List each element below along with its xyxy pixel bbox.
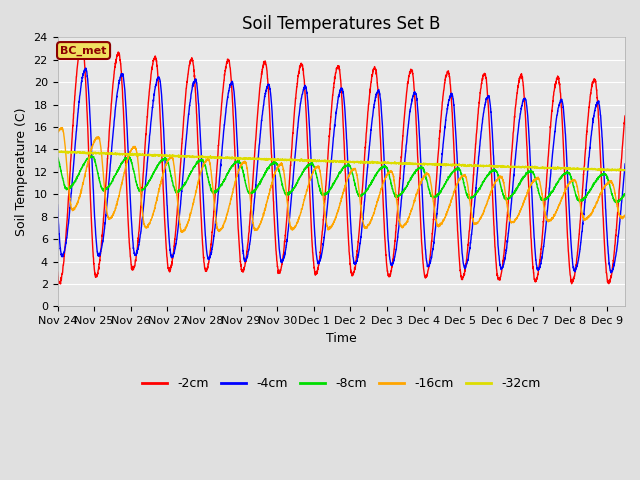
-32cm [486, 164, 494, 169]
-8cm [444, 174, 452, 180]
-2cm [504, 205, 511, 211]
-4cm [444, 102, 452, 108]
-4cm [486, 105, 494, 111]
Title: Soil Temperatures Set B: Soil Temperatures Set B [242, 15, 440, 33]
Line: -8cm: -8cm [58, 156, 640, 203]
Text: BC_met: BC_met [60, 46, 107, 56]
-8cm [87, 153, 95, 159]
-32cm [625, 169, 633, 175]
-32cm [504, 163, 511, 169]
-32cm [54, 148, 61, 154]
-8cm [504, 196, 511, 202]
-4cm [607, 270, 615, 276]
Y-axis label: Soil Temperature (C): Soil Temperature (C) [15, 108, 28, 236]
-8cm [54, 155, 61, 160]
-8cm [513, 186, 520, 192]
Line: -16cm: -16cm [58, 128, 640, 232]
-2cm [155, 84, 163, 90]
-2cm [78, 39, 86, 45]
-2cm [433, 174, 440, 180]
-16cm [445, 206, 452, 212]
-16cm [59, 125, 67, 131]
-8cm [155, 161, 163, 167]
-4cm [54, 202, 61, 208]
-32cm [513, 165, 520, 170]
-4cm [155, 75, 163, 81]
X-axis label: Time: Time [326, 332, 356, 345]
-16cm [54, 130, 61, 135]
-16cm [487, 190, 495, 196]
-2cm [513, 96, 520, 102]
Line: -4cm: -4cm [58, 68, 640, 273]
-16cm [433, 220, 440, 226]
-2cm [57, 281, 65, 287]
-16cm [513, 216, 520, 221]
-4cm [82, 65, 90, 71]
-8cm [486, 169, 494, 175]
-32cm [56, 148, 64, 154]
-32cm [433, 161, 440, 167]
-2cm [445, 68, 452, 74]
Line: -2cm: -2cm [58, 42, 640, 284]
-16cm [178, 229, 186, 235]
Line: -32cm: -32cm [58, 151, 640, 172]
-4cm [504, 237, 511, 242]
-2cm [487, 151, 495, 156]
-32cm [155, 153, 163, 159]
-8cm [433, 193, 440, 199]
Legend: -2cm, -4cm, -8cm, -16cm, -32cm: -2cm, -4cm, -8cm, -16cm, -32cm [137, 372, 545, 395]
-4cm [433, 214, 440, 220]
-8cm [612, 200, 620, 205]
-16cm [504, 206, 511, 212]
-2cm [54, 269, 61, 275]
-32cm [444, 161, 452, 167]
-4cm [513, 145, 520, 151]
-16cm [155, 189, 163, 194]
